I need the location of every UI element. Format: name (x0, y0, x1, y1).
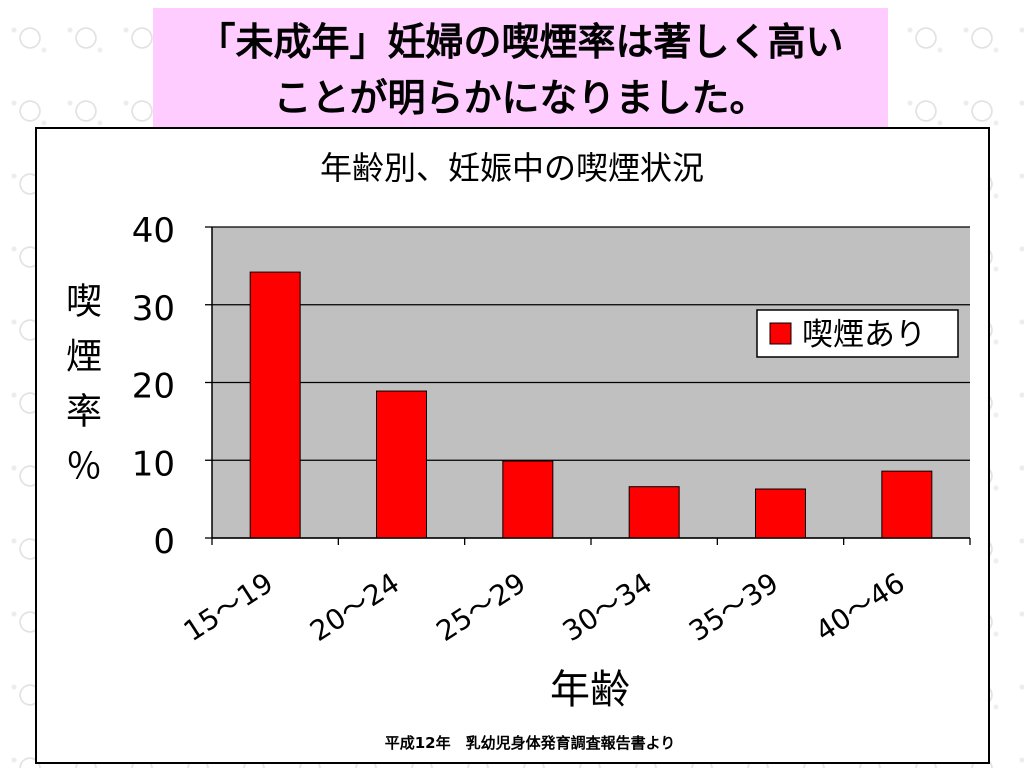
plot-group: 0 10 20 30 40 15～19 20～24 25～29 30～34 35～39 40～46 (132, 211, 971, 648)
x-tick-label-40-46: 40～46 (809, 566, 910, 648)
bar-25-29 (502, 460, 554, 539)
source-note: 平成12年 乳幼児身体発育調査報告書より (385, 734, 676, 752)
x-axis-label: 年齢 (550, 667, 630, 713)
y-tick-label: 0 (153, 522, 175, 562)
x-tick-label-15-19: 15～19 (178, 566, 279, 648)
y-axis-label: 喫煙率％ (60, 282, 101, 502)
chart-title: 年齢別、妊娠中の喫煙状況 (320, 149, 704, 187)
legend: 喫煙あり (756, 309, 959, 358)
bar-15-19 (249, 271, 301, 539)
legend-swatch (769, 322, 792, 345)
y-tick-label: 10 (132, 444, 175, 484)
legend-label: 喫煙あり (802, 317, 926, 353)
y-tick-label: 30 (132, 289, 175, 329)
bar-35-39 (755, 488, 806, 539)
bar-40-46 (881, 470, 933, 539)
x-tick-label-20-24: 20～24 (304, 566, 405, 648)
bar-30-34 (628, 486, 680, 539)
y-tick-label: 20 (132, 367, 175, 407)
chart-frame: 年齢別、妊娠中の喫煙状況 0 10 20 30 40 15～19 20～24 25～29 30～… (35, 127, 990, 764)
slide-title-line-2: ことが明らかになりました。 (273, 76, 768, 120)
bar-20-24 (376, 390, 427, 539)
y-tick-label: 40 (132, 211, 175, 251)
x-tick-label-30-34: 30～34 (557, 566, 658, 648)
slide-title-line-1: 「未成年」妊婦の喫煙率は著しく高い (197, 20, 844, 64)
x-tick-label-25-29: 25～29 (430, 566, 531, 648)
x-tick-label-35-39: 35～39 (683, 566, 784, 648)
slide-title-box: 「未成年」妊婦の喫煙率は著しく高い ことが明らかになりました。 (153, 8, 888, 128)
bar-chart: 年齢別、妊娠中の喫煙状況 0 10 20 30 40 15～19 20～24 25～29 30～… (132, 149, 971, 752)
